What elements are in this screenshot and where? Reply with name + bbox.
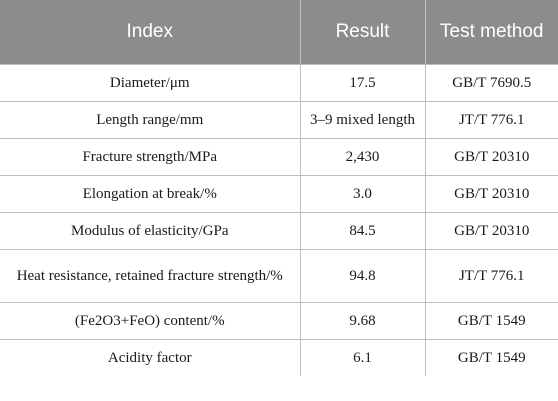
cell-test-method: GB/T 7690.5 [424,64,558,102]
cell-index: Diameter/μm [0,64,301,102]
column-header-result: Result [299,0,426,65]
table-row: Heat resistance, retained fracture stren… [0,249,558,303]
cell-result: 3.0 [299,175,426,213]
properties-table: Index Result Test method Diameter/μm 17.… [0,0,558,376]
cell-test-method: GB/T 20310 [424,138,558,176]
table-row: Length range/mm 3–9 mixed length JT/T 77… [0,101,558,139]
table-row: Diameter/μm 17.5 GB/T 7690.5 [0,64,558,102]
cell-result: 17.5 [299,64,426,102]
cell-index: Length range/mm [0,101,301,139]
cell-result: 6.1 [299,339,426,376]
cell-test-method: GB/T 20310 [424,212,558,250]
cell-test-method: JT/T 776.1 [424,101,558,139]
cell-index: Heat resistance, retained fracture stren… [0,249,301,303]
cell-index: (Fe2O3+FeO) content/% [0,302,301,340]
cell-index: Acidity factor [0,339,301,376]
cell-test-method: GB/T 1549 [424,339,558,376]
table-row: Elongation at break/% 3.0 GB/T 20310 [0,175,558,213]
cell-result: 3–9 mixed length [299,101,426,139]
column-header-test-method: Test method [424,0,558,65]
cell-index: Elongation at break/% [0,175,301,213]
table-row: Modulus of elasticity/GPa 84.5 GB/T 2031… [0,212,558,250]
table-row: Fracture strength/MPa 2,430 GB/T 20310 [0,138,558,176]
cell-test-method: JT/T 776.1 [424,249,558,303]
table-header-row: Index Result Test method [0,0,558,65]
cell-result: 9.68 [299,302,426,340]
cell-index: Fracture strength/MPa [0,138,301,176]
cell-index: Modulus of elasticity/GPa [0,212,301,250]
cell-result: 84.5 [299,212,426,250]
column-header-index: Index [0,0,301,65]
table-row: Acidity factor 6.1 GB/T 1549 [0,339,558,376]
cell-result: 2,430 [299,138,426,176]
cell-test-method: GB/T 1549 [424,302,558,340]
cell-result: 94.8 [299,249,426,303]
cell-test-method: GB/T 20310 [424,175,558,213]
table-row: (Fe2O3+FeO) content/% 9.68 GB/T 1549 [0,302,558,340]
